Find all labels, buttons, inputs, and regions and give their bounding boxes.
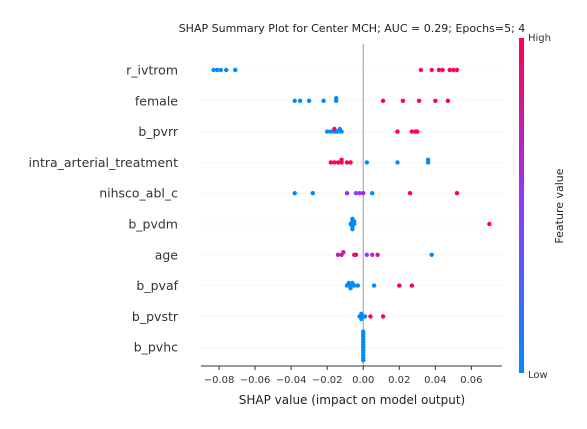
data-point [397,283,402,288]
colorbar-low-label: Low [528,370,548,381]
x-tick-label: 0.02 [388,375,410,386]
x-tick-label: −0.04 [276,375,307,386]
data-point [224,67,229,73]
data-point [341,250,346,255]
data-point [362,314,368,319]
feature-label: b_pvrr [138,124,178,139]
data-point [361,358,366,363]
feature-label: b_pvdm [128,217,178,232]
data-point [487,221,492,227]
data-point [370,252,375,257]
x-tick-label: 0.00 [352,375,374,386]
data-point [233,67,238,73]
data-point [409,283,415,288]
x-tick-label: 0.04 [424,375,446,386]
x-tick-label: −0.06 [240,375,271,386]
data-point [335,160,341,165]
data-point [440,67,445,73]
data-point [429,252,434,257]
data-point [353,191,359,196]
chart-title: SHAP Summary Plot for Center MCH; AUC = … [179,22,526,35]
data-point [350,227,355,232]
data-point [371,283,377,288]
data-point [352,283,357,288]
feature-label: b_pvaf [136,278,178,293]
data-point [436,67,442,73]
data-point [445,98,451,104]
data-point [332,160,337,165]
colorbar-title: Feature value [553,168,566,243]
data-point [339,129,344,134]
data-point [416,98,422,104]
feature-label: nihsco_abl_c [99,186,178,201]
row-gridlines [201,69,502,348]
data-point [297,98,303,104]
data-point [292,98,297,104]
data-point [454,191,460,196]
data-point [292,191,297,196]
feature-label: intra_arterial_treatment [29,155,179,170]
data-point [368,314,373,319]
data-point [451,67,456,73]
data-point [353,252,359,257]
data-point [361,191,366,196]
data-point [361,329,366,334]
data-point [321,98,326,104]
data-points [211,67,492,363]
data-point [395,160,400,165]
data-point [348,286,353,291]
x-axis-ticks: −0.08 −0.06 −0.04 −0.02 0.00 0.02 0.04 0.06 [204,366,482,386]
data-point [380,98,386,104]
data-point [215,67,220,73]
x-axis-label: SHAP value (impact on model output) [239,393,466,407]
data-point [359,316,364,322]
data-point [407,191,413,196]
data-point [306,98,312,104]
data-point [364,160,370,165]
data-point [429,67,434,73]
feature-label: b_pvhc [134,340,178,355]
x-tick-label: 0.06 [460,375,482,386]
feature-label: r_ivtrom [126,63,178,78]
data-point [395,129,400,134]
data-point [348,160,353,165]
data-point [211,67,216,73]
x-tick-label: −0.02 [312,375,343,386]
data-point [333,96,339,101]
data-point [364,252,370,257]
data-point [433,98,438,104]
data-point [380,314,386,319]
data-point [400,98,406,104]
data-point [425,157,431,162]
data-point [375,252,380,257]
data-point [218,67,224,73]
feature-label: age [155,247,179,262]
data-point [409,129,415,134]
data-point [418,67,424,73]
data-point [328,160,333,165]
colorbar [519,38,524,373]
data-point [415,129,420,134]
data-point [454,67,460,73]
feature-label: b_pvstr [132,309,179,324]
data-point [344,160,350,165]
data-point [339,157,344,162]
data-point [335,252,341,257]
data-point [324,129,330,134]
data-point [447,67,452,73]
feature-label: female [135,93,178,108]
data-point [328,129,333,134]
colorbar-high-label: High [528,33,551,44]
data-point [344,191,350,196]
data-point [310,191,315,196]
data-point [357,191,362,196]
data-point [370,191,375,196]
data-point [350,216,355,221]
data-point [355,283,361,288]
data-point [332,126,337,132]
x-tick-label: −0.08 [204,375,235,386]
